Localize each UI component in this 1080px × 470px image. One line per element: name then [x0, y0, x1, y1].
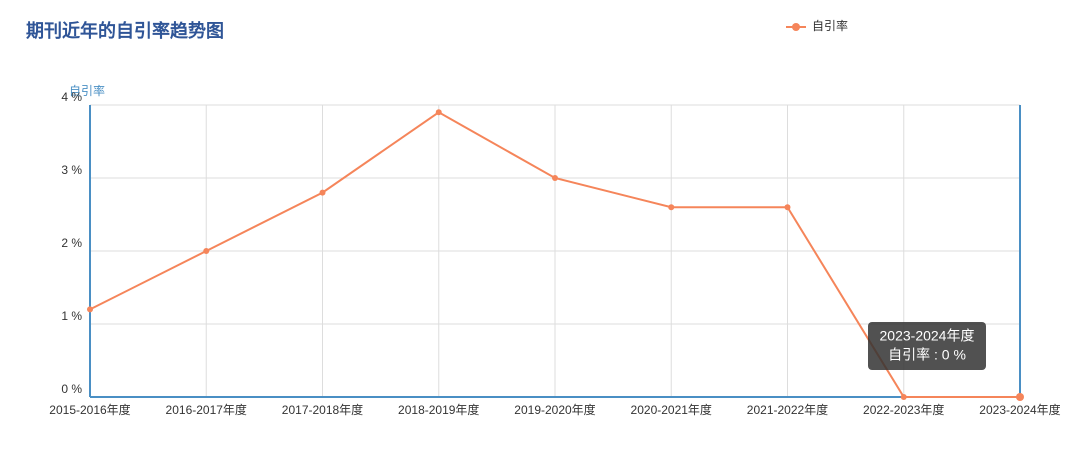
y-tick-label: 3 % — [61, 163, 82, 177]
tooltip-box — [868, 322, 986, 370]
data-point — [203, 248, 210, 254]
y-tick-label: 1 % — [61, 309, 82, 323]
x-tick-label: 2019-2020年度 — [514, 402, 595, 417]
y-axis-name: 自引率 — [69, 83, 105, 98]
legend-label: 自引率 — [812, 18, 848, 33]
tooltip-title: 2023-2024年度 — [880, 328, 975, 344]
x-tick-label: 2023-2024年度 — [979, 402, 1060, 417]
x-tick-label: 2021-2022年度 — [747, 402, 828, 417]
data-point — [900, 394, 907, 400]
x-tick-label: 2020-2021年度 — [631, 402, 712, 417]
data-point — [87, 306, 93, 313]
y-tick-label: 0 % — [61, 382, 82, 396]
data-point — [435, 109, 442, 116]
data-point — [552, 175, 558, 181]
x-tick-label: 2015-2016年度 — [49, 402, 130, 417]
legend-dot — [792, 23, 800, 31]
data-point — [668, 204, 675, 211]
x-tick-label: 2016-2017年度 — [166, 402, 247, 417]
data-point — [1016, 393, 1024, 401]
x-tick-label: 2017-2018年度 — [282, 402, 363, 417]
data-point — [319, 189, 326, 196]
chart-title: 期刊近年的自引率趋势图 — [26, 20, 224, 41]
y-tick-label: 2 % — [61, 236, 82, 250]
x-tick-label: 2022-2023年度 — [863, 402, 944, 417]
data-point — [784, 204, 791, 211]
x-tick-label: 2018-2019年度 — [398, 402, 479, 417]
tooltip-text: 自引率 : 0 % — [888, 347, 966, 363]
y-tick-label: 4 % — [61, 90, 82, 104]
